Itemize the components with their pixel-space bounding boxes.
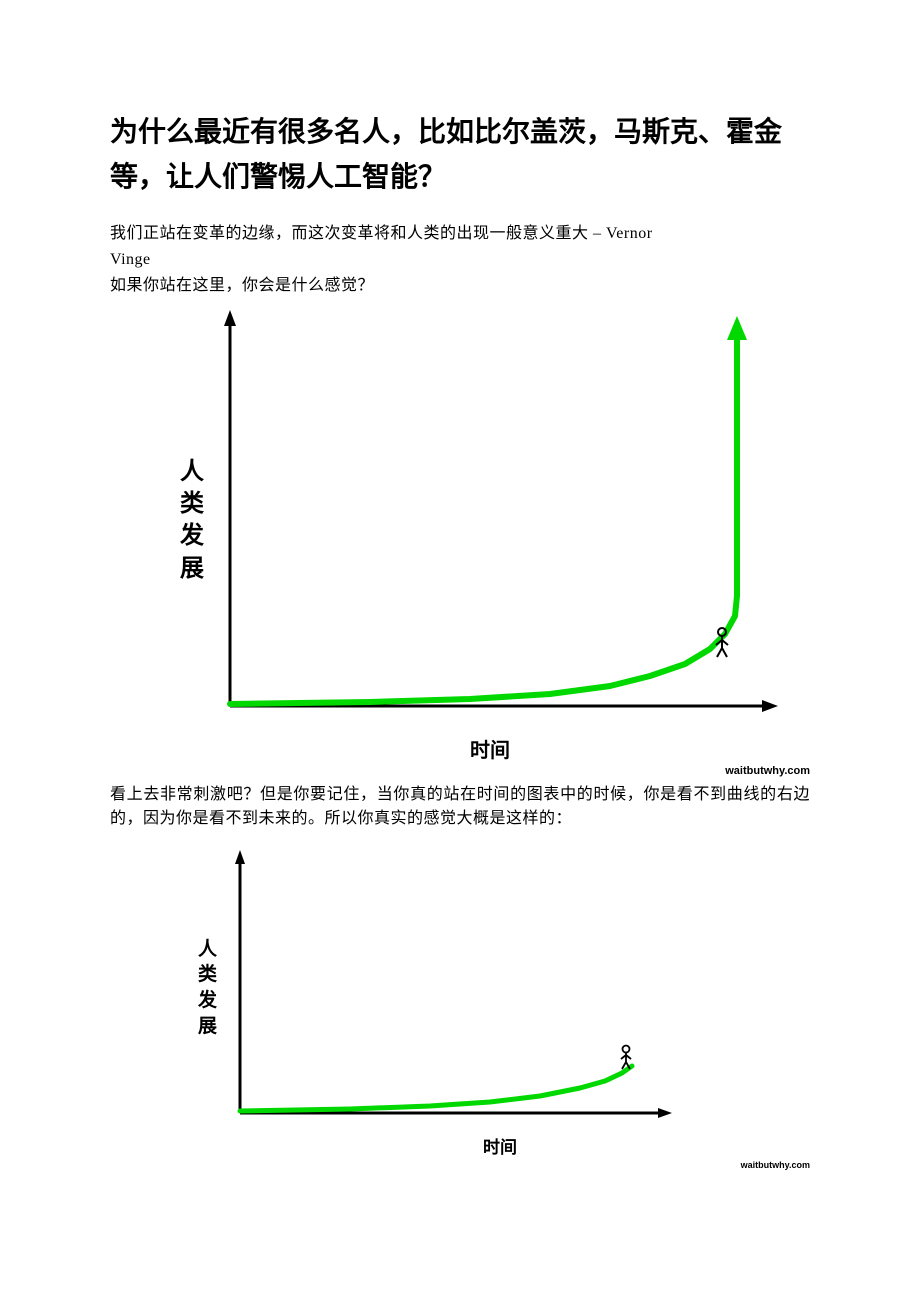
chart-1-xlabel: 时间	[170, 734, 810, 763]
ylabel-char: 人	[198, 937, 217, 963]
curve-arrow-icon	[727, 316, 747, 340]
x-axis-arrow-icon	[658, 1108, 672, 1118]
article-title: 为什么最近有很多名人，比如比尔盖茨，马斯克、霍金等，让人们警惕人工智能？	[110, 110, 810, 200]
chart-1-attribution: waitbutwhy.com	[110, 765, 810, 777]
progress-curve	[230, 334, 737, 704]
y-axis-arrow-icon	[224, 310, 236, 326]
ylabel-char: 发	[180, 520, 204, 552]
chart-2-ylabel: 人 类 发 展	[198, 937, 217, 1040]
paragraph-question: 如果你站在这里，你会是什么感觉？	[110, 274, 810, 298]
y-axis-arrow-icon	[235, 850, 245, 864]
chart-2-truncated-curve: 人 类 发 展	[110, 845, 810, 1135]
document-page: 为什么最近有很多名人，比如比尔盖茨，马斯克、霍金等，让人们警惕人工智能？ 我们正…	[0, 0, 920, 1210]
x-axis-arrow-icon	[762, 700, 778, 712]
ylabel-char: 展	[198, 1014, 217, 1040]
chart-1-full-curve: 人 类 发 展	[110, 306, 810, 736]
paragraph-quote-line1: 我们正站在变革的边缘，而这次变革将和人类的出现一般意义重大 – Vernor	[110, 222, 810, 246]
chart-2-attribution: waitbutwhy.com	[110, 1160, 810, 1170]
paragraph-quote-line2: Vinge	[110, 248, 810, 272]
paragraph-2: 看上去非常刺激吧？但是你要记住，当你真的站在时间的图表中的时候，你是看不到曲线的…	[110, 783, 810, 831]
chart-2-xlabel: 时间	[190, 1133, 810, 1158]
ylabel-char: 展	[180, 553, 204, 585]
stick-figure-icon	[716, 628, 728, 657]
ylabel-char: 类	[180, 488, 204, 520]
ylabel-char: 发	[198, 988, 217, 1014]
chart-1-ylabel: 人 类 发 展	[180, 456, 204, 586]
chart-1-svg	[110, 306, 810, 736]
ylabel-char: 人	[180, 456, 204, 488]
ylabel-char: 类	[198, 962, 217, 988]
progress-curve	[240, 1066, 632, 1111]
